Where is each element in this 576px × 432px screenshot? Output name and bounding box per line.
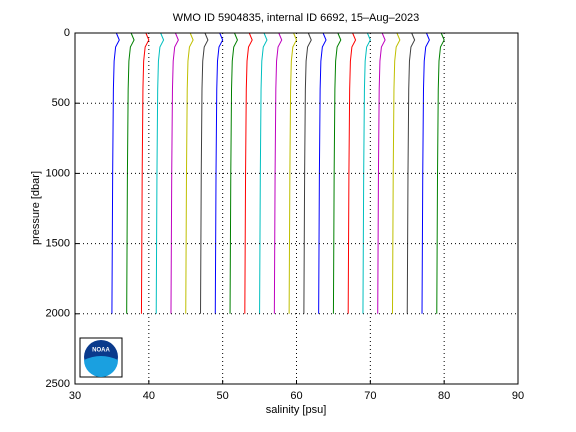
profile-line (406, 32, 416, 314)
profile-line (318, 32, 327, 314)
chart-title: WMO ID 5904835, internal ID 6692, 15–Aug… (173, 12, 419, 24)
profile-line (332, 32, 342, 314)
profile-line (244, 32, 253, 314)
profile-line (362, 32, 371, 314)
profile-line (421, 32, 430, 314)
profile-line (391, 32, 401, 314)
logo-text: NOAA (92, 348, 110, 354)
logo: NOAA (79, 337, 123, 378)
y-tick-label: 0 (64, 27, 70, 39)
profile-line (200, 32, 209, 314)
logo-wave (84, 356, 118, 377)
profile-line (170, 32, 179, 314)
x-tick-label: 30 (69, 390, 81, 402)
profile-line (214, 32, 224, 314)
profile-line (126, 32, 135, 314)
profile-line (273, 32, 283, 314)
profile-line (259, 32, 268, 314)
profile-line (377, 32, 386, 314)
y-tick-label: 2000 (46, 308, 70, 320)
plot-area (111, 32, 445, 314)
profile-line (288, 32, 298, 314)
x-tick-label: 80 (438, 390, 450, 402)
y-axis-label: pressure [dbar] (30, 171, 42, 245)
profile-line (185, 32, 194, 314)
y-tick-label: 2500 (46, 378, 70, 390)
x-axis-label: salinity [psu] (266, 404, 327, 416)
x-tick-label: 50 (217, 390, 229, 402)
x-tick-label: 90 (512, 390, 524, 402)
x-tick-label: 40 (143, 390, 155, 402)
x-tick-label: 60 (290, 390, 302, 402)
profile-line (436, 32, 445, 314)
y-tick-label: 1500 (46, 238, 70, 250)
profile-line (229, 32, 238, 314)
profile-line (303, 32, 312, 314)
profile-line (347, 32, 357, 314)
y-tick-label: 500 (52, 97, 70, 109)
y-tick-label: 1000 (46, 167, 70, 179)
profile-line (140, 32, 150, 314)
profile-line (155, 32, 165, 314)
x-tick-label: 70 (364, 390, 376, 402)
profile-line (111, 32, 120, 314)
